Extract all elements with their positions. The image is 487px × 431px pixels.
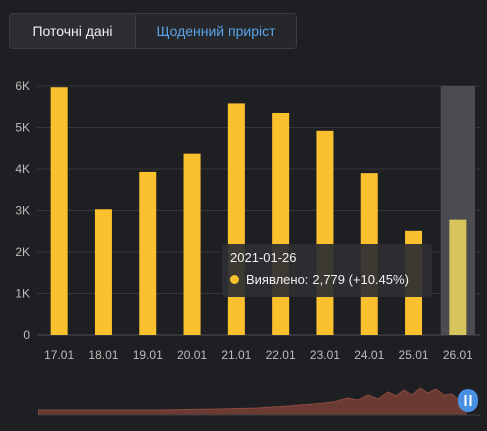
- navigator-area: [38, 387, 467, 416]
- y-tick-label: 5K: [15, 121, 30, 135]
- x-tick-label: 23.01: [310, 348, 340, 362]
- range-navigator[interactable]: [38, 386, 481, 416]
- chart-tooltip: 2021-01-26 Виявлено: 2,779 (+10.45%): [222, 244, 432, 297]
- view-tabs: Поточні дані Щоденний приріст: [9, 13, 297, 49]
- bar[interactable]: [139, 171, 157, 335]
- x-axis-labels: 17.01 18.01 19.01 20.01 21.01 22.01 23.01 24.01…: [44, 348, 473, 362]
- navigator-handle[interactable]: [458, 389, 478, 412]
- tooltip-series-label: Виявлено:: [246, 272, 309, 287]
- bar[interactable]: [227, 103, 245, 336]
- x-tick-label: 21.01: [221, 348, 251, 362]
- x-tick-label: 20.01: [177, 348, 207, 362]
- bar[interactable]: [272, 112, 290, 335]
- y-tick-label: 4K: [15, 162, 30, 176]
- bar[interactable]: [183, 153, 201, 335]
- x-tick-label: 25.01: [399, 348, 429, 362]
- bar[interactable]: [449, 219, 467, 335]
- tab-daily-growth[interactable]: Щоденний приріст: [136, 14, 296, 48]
- y-axis-labels: 0 1K 2K 3K 4K 5K 6K: [15, 79, 30, 342]
- x-tick-label: 26.01: [443, 348, 473, 362]
- bar[interactable]: [94, 209, 112, 335]
- tooltip-row: Виявлено: 2,779 (+10.45%): [230, 272, 424, 287]
- bar[interactable]: [50, 87, 68, 336]
- bars: [50, 87, 467, 336]
- y-tick-label: 0: [23, 328, 30, 342]
- x-tick-label: 24.01: [354, 348, 384, 362]
- tooltip-value: 2,779 (+10.45%): [312, 272, 409, 287]
- bar[interactable]: [316, 130, 334, 335]
- x-tick-label: 18.01: [88, 348, 118, 362]
- x-tick-label: 17.01: [44, 348, 74, 362]
- y-tick-label: 1K: [15, 287, 30, 301]
- handle-grip-left-icon: [464, 395, 467, 406]
- series-dot-icon: [230, 275, 239, 284]
- x-tick-label: 22.01: [266, 348, 296, 362]
- y-tick-label: 3K: [15, 204, 30, 218]
- x-tick-label: 19.01: [133, 348, 163, 362]
- tab-current-data[interactable]: Поточні дані: [10, 14, 136, 48]
- y-tick-label: 6K: [15, 79, 30, 93]
- y-tick-label: 2K: [15, 245, 30, 259]
- tooltip-date: 2021-01-26: [230, 250, 297, 265]
- handle-grip-right-icon: [469, 395, 472, 406]
